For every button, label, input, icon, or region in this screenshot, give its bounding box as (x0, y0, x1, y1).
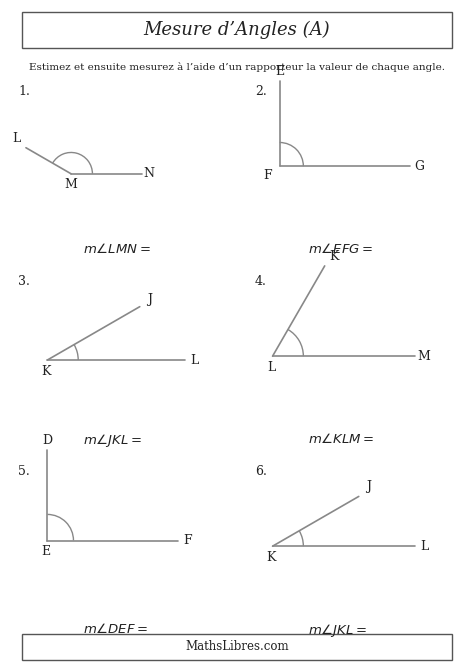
Text: L: L (190, 354, 199, 366)
Text: D: D (42, 434, 53, 448)
Text: L: L (12, 132, 20, 145)
Text: F: F (264, 170, 272, 182)
Text: K: K (266, 551, 276, 564)
Text: E: E (42, 545, 51, 558)
Text: MathsLibres.com: MathsLibres.com (185, 641, 289, 653)
Text: G: G (414, 159, 425, 173)
Text: L: L (420, 540, 428, 553)
Text: E: E (275, 65, 284, 78)
Text: 3.: 3. (18, 275, 30, 288)
Text: Estimez et ensuite mesurez à l’aide d’un rapporteur la valeur de chaque angle.: Estimez et ensuite mesurez à l’aide d’un… (29, 62, 445, 72)
Text: 1.: 1. (18, 85, 30, 98)
Text: $m∠EFG =$: $m∠EFG =$ (308, 242, 374, 256)
Text: $m∠JKL =$: $m∠JKL =$ (83, 432, 142, 449)
Text: $m∠KLM =$: $m∠KLM =$ (308, 432, 374, 446)
Text: 5.: 5. (18, 465, 30, 478)
Text: K: K (329, 250, 339, 263)
Text: L: L (267, 361, 275, 374)
Text: J: J (366, 480, 371, 493)
Text: J: J (147, 293, 152, 306)
Text: 2.: 2. (255, 85, 267, 98)
Text: F: F (183, 534, 191, 547)
Text: M: M (64, 178, 78, 191)
Bar (22, 634, 452, 660)
Text: 6.: 6. (255, 465, 267, 478)
Bar (22, 12, 452, 48)
Text: K: K (41, 365, 51, 378)
Text: Mesure d’Angles (A): Mesure d’Angles (A) (144, 21, 330, 39)
Text: $m∠JKL =$: $m∠JKL =$ (308, 622, 367, 639)
Text: M: M (418, 350, 431, 362)
Text: 4.: 4. (255, 275, 267, 288)
Text: N: N (144, 168, 155, 180)
Text: $m∠LMN =$: $m∠LMN =$ (83, 242, 151, 256)
Text: $m∠DEF =$: $m∠DEF =$ (83, 622, 148, 636)
